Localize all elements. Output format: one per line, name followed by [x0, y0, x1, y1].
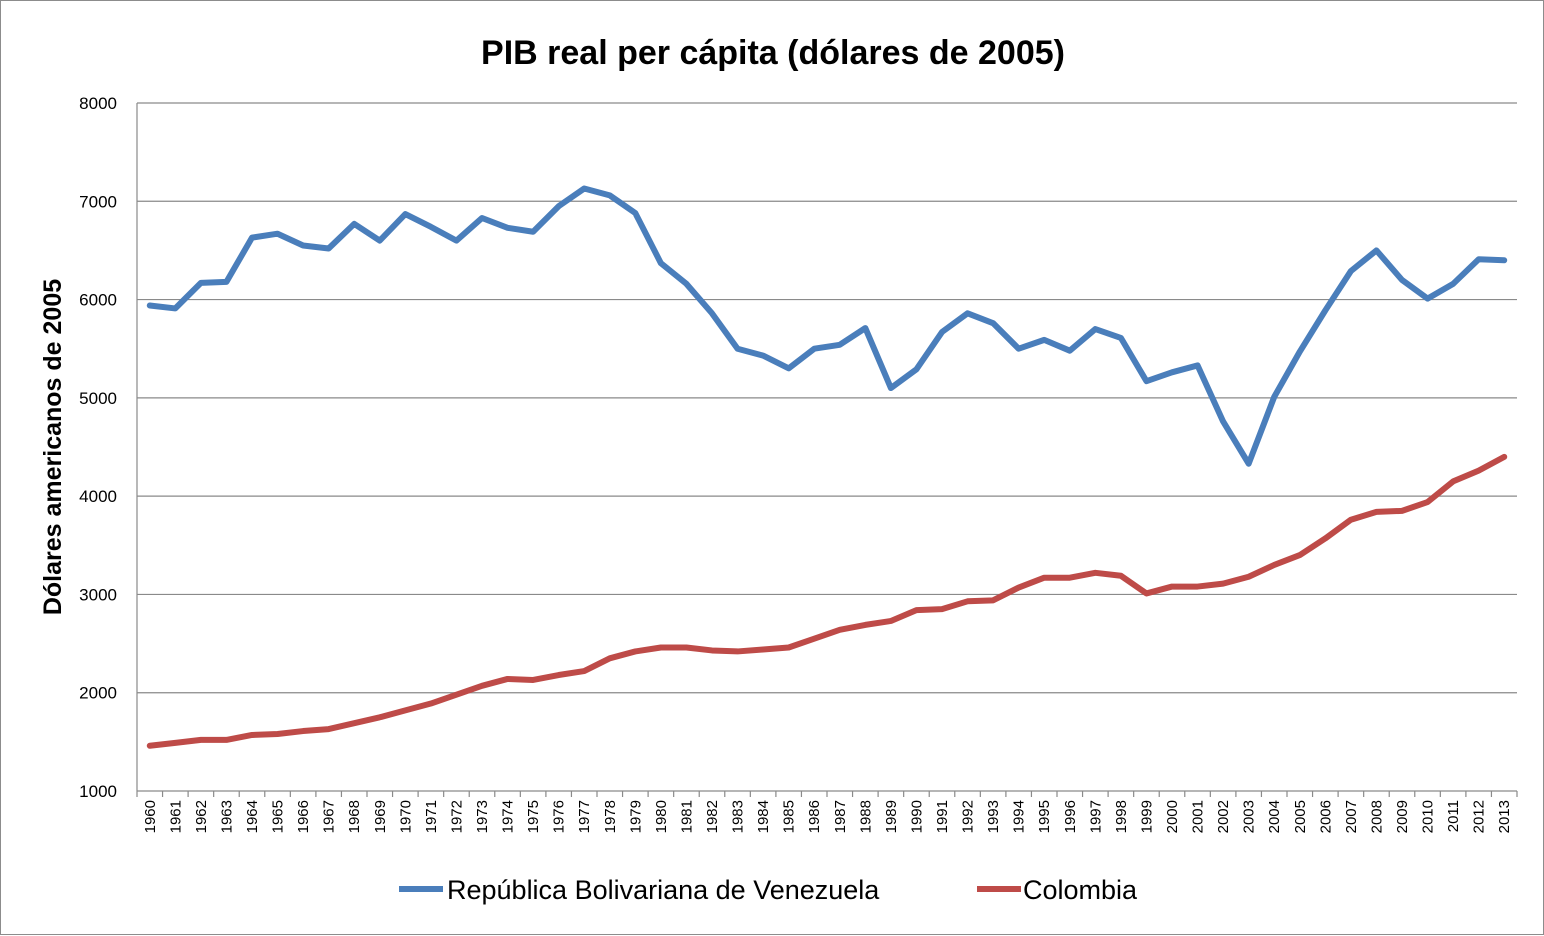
x-tick-label: 1983	[730, 800, 747, 833]
x-tick-label: 2010	[1420, 800, 1437, 833]
x-tick-label: 1967	[321, 800, 338, 833]
legend: República Bolivariana de Venezuela Colom…	[399, 875, 1138, 905]
x-tick-label: 1993	[985, 800, 1002, 833]
x-tick-label: 1981	[678, 800, 695, 833]
x-tick-label: 1987	[832, 800, 849, 833]
x-tick-label: 1973	[474, 800, 491, 833]
x-tick-label: 1991	[934, 800, 951, 833]
x-tick-label: 2009	[1394, 800, 1411, 833]
x-tick-label: 1971	[423, 800, 440, 833]
y-axis-label: Dólares americanos de 2005	[39, 279, 67, 615]
x-tick-label: 1966	[295, 800, 312, 833]
x-tick-label: 1976	[551, 800, 568, 833]
x-tick-label: 2002	[1215, 800, 1232, 833]
x-tick-label: 1977	[576, 800, 593, 833]
legend-label-colombia: Colombia	[1023, 875, 1138, 905]
y-tick-label: 6000	[79, 291, 117, 310]
x-tick-label: 1963	[218, 800, 235, 833]
y-tick-label: 7000	[79, 192, 117, 211]
x-tick-label: 2006	[1317, 800, 1334, 833]
x-axis-ticks: 1960 1961 1962 1963 1964 1965 1966 1967 1968 1969…	[137, 791, 1517, 833]
x-tick-label: 1995	[1036, 800, 1053, 833]
x-tick-label: 1996	[1062, 800, 1079, 833]
y-tick-label: 4000	[79, 487, 117, 506]
x-tick-label: 1965	[270, 800, 287, 833]
x-tick-label: 1962	[193, 800, 210, 833]
x-tick-label: 1972	[448, 800, 465, 833]
chart-title: PIB real per cápita (dólares de 2005)	[481, 34, 1065, 72]
x-tick-label: 1961	[167, 800, 184, 833]
x-tick-label: 2012	[1471, 800, 1488, 833]
y-tick-label: 2000	[79, 684, 117, 703]
x-tick-label: 1992	[960, 800, 977, 833]
y-axis-ticks: 1000 2000 3000 4000 5000 6000 7000 8000	[79, 94, 117, 801]
x-tick-label: 1960	[142, 800, 159, 833]
x-tick-label: 1989	[883, 800, 900, 833]
x-tick-label: 2003	[1241, 800, 1258, 833]
x-tick-label: 1968	[346, 800, 363, 833]
x-tick-label: 1969	[372, 800, 389, 833]
plot-area	[150, 188, 1505, 745]
x-tick-label: 2008	[1368, 800, 1385, 833]
x-tick-label: 2007	[1343, 800, 1360, 833]
x-tick-label: 1979	[627, 800, 644, 833]
x-tick-label: 2011	[1445, 800, 1462, 832]
x-tick-label: 1978	[602, 800, 619, 833]
x-tick-label: 1974	[500, 800, 517, 833]
x-tick-label: 1985	[781, 800, 798, 833]
y-tick-label: 3000	[79, 585, 117, 604]
y-tick-label: 5000	[79, 389, 117, 408]
x-tick-label: 2005	[1292, 800, 1309, 833]
x-tick-label: 1964	[244, 800, 261, 833]
x-tick-label: 1984	[755, 800, 772, 833]
x-tick-label: 1975	[525, 800, 542, 833]
x-tick-label: 1980	[653, 800, 670, 833]
gridlines	[137, 103, 1517, 791]
x-tick-label: 2000	[1164, 800, 1181, 833]
series-line-colombia	[150, 457, 1504, 746]
x-tick-label: 1998	[1113, 800, 1130, 833]
x-tick-label: 1994	[1011, 800, 1028, 833]
x-tick-label: 1986	[806, 800, 823, 833]
x-tick-label: 1970	[397, 800, 414, 833]
x-tick-label: 2013	[1496, 800, 1513, 833]
legend-label-venezuela: República Bolivariana de Venezuela	[447, 875, 880, 905]
x-tick-label: 2004	[1266, 800, 1283, 833]
x-tick-label: 1988	[857, 800, 874, 833]
y-tick-label: 8000	[79, 94, 117, 113]
x-tick-label: 1997	[1087, 800, 1104, 833]
x-tick-label: 1990	[908, 800, 925, 833]
x-tick-label: 1999	[1138, 800, 1155, 833]
y-tick-label: 1000	[79, 782, 117, 801]
x-tick-label: 2001	[1190, 800, 1207, 833]
x-tick-label: 1982	[704, 800, 721, 833]
series-line-venezuela	[150, 189, 1504, 464]
